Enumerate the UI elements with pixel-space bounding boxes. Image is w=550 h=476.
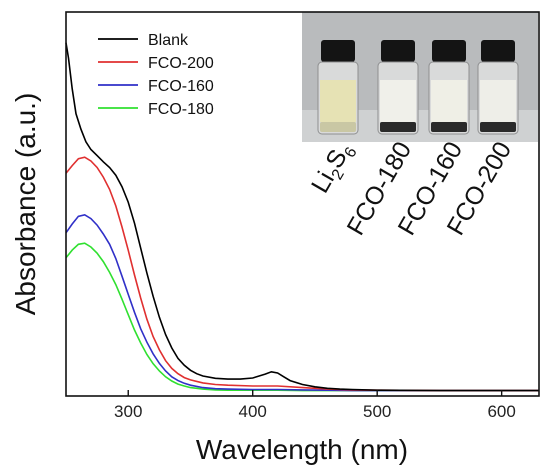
vial-bottom <box>320 122 356 132</box>
vial-label: Li2S6 <box>306 137 361 200</box>
vial-bottom <box>480 122 516 132</box>
x-tick-label: 600 <box>487 402 515 421</box>
vial-cap <box>381 40 415 62</box>
series-line-fco-160 <box>65 213 539 392</box>
series-lines <box>65 42 539 392</box>
series-line-fco-200 <box>65 156 539 392</box>
vial-liquid <box>431 80 467 122</box>
vial-bottom <box>380 122 416 132</box>
x-tick-label: 300 <box>114 402 142 421</box>
vial-liquid <box>480 80 516 122</box>
y-axis-title: Absorbance (a.u.) <box>10 93 41 316</box>
legend-label: Blank <box>148 32 189 49</box>
legend: Blank FCO-200 FCO-160 FCO-180 <box>98 32 214 118</box>
vial-bottom <box>431 122 467 132</box>
legend-label: FCO-200 <box>148 55 214 72</box>
plot-frame <box>65 11 540 397</box>
x-tick-label: 500 <box>363 402 391 421</box>
x-tick-label: 400 <box>239 402 267 421</box>
vial-cap <box>432 40 466 62</box>
vial-liquid <box>380 80 416 122</box>
vial <box>377 40 419 135</box>
legend-label: FCO-160 <box>148 78 214 95</box>
vial <box>428 40 470 135</box>
vial-cap <box>481 40 515 62</box>
legend-label: FCO-180 <box>148 101 214 118</box>
vial <box>317 40 359 135</box>
vial-cap <box>321 40 355 62</box>
series-line-blank <box>65 42 539 392</box>
vial <box>477 40 519 135</box>
x-axis-title: Wavelength (nm) <box>196 434 408 465</box>
vial-liquid <box>320 80 356 122</box>
